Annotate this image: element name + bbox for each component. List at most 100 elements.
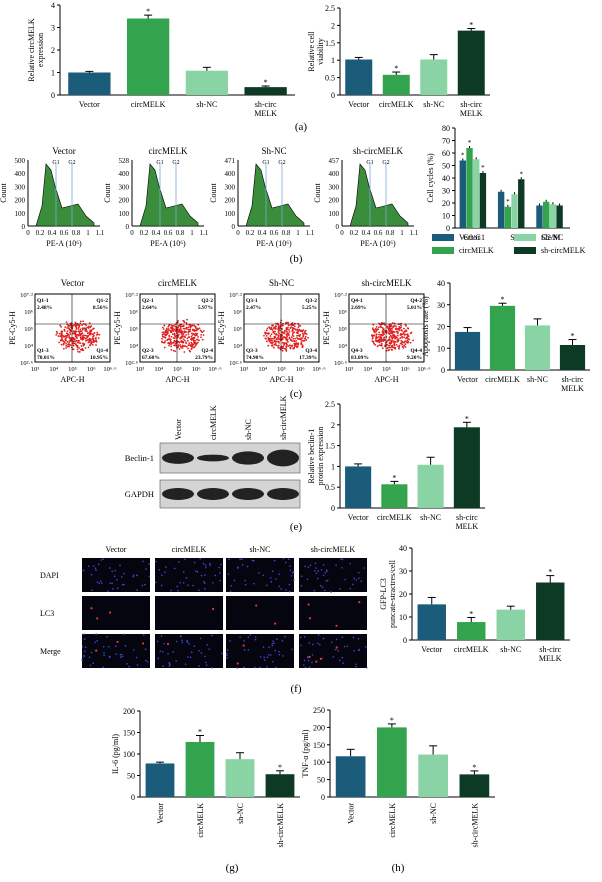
y-axis-label: Count (0, 182, 8, 202)
quadrant-value: 10.95% (90, 355, 108, 361)
scatter-dot (194, 343, 197, 345)
y-tick-label: 0.5 (325, 74, 335, 83)
legend-swatch (432, 234, 454, 241)
scatter-dot (163, 333, 166, 336)
fluor-nucleus (136, 589, 138, 591)
fluor-nucleus (186, 639, 188, 642)
scatter-dot (277, 345, 280, 347)
fluor-nucleus (319, 585, 322, 587)
scatter-dot (61, 339, 64, 342)
scatter-dot (287, 324, 290, 327)
scatter-dot (396, 334, 399, 337)
x-tick-label: 0 (340, 229, 344, 237)
scatter-dot (75, 328, 78, 330)
x-tick-label: S (510, 233, 514, 242)
scatter-dot (401, 329, 403, 332)
scatter-dot (194, 344, 197, 347)
fluor-nucleus (148, 563, 151, 566)
scatter-dot (276, 338, 279, 341)
scatter-dot (398, 344, 401, 347)
scatter-dot (80, 330, 82, 333)
scatter-dot (169, 340, 172, 343)
scatter-dot (80, 348, 82, 351)
scatter-dot (92, 335, 95, 338)
bar (489, 305, 516, 370)
scatter-dot (192, 346, 195, 349)
scatter-dot (299, 334, 302, 336)
bar (418, 754, 448, 797)
fluor-punctum (308, 655, 311, 659)
scatter-dot (182, 324, 185, 327)
western-blot: Vector circMELK sh-NC sh-circMELK Beclin-1 GA… (125, 395, 301, 509)
scatter-dot (288, 344, 291, 347)
y-tick-label: 200 (123, 707, 135, 716)
fluor-nucleus (316, 577, 319, 580)
scatter-dot (63, 336, 65, 338)
scatter-title: Sh-NC (269, 278, 294, 288)
y-tick-label: 1.5 (325, 442, 335, 451)
scatter-dot (278, 332, 281, 335)
scatter-dot (164, 340, 166, 343)
x-tick-label: Vector (79, 100, 100, 109)
fluor-nucleus (299, 636, 302, 639)
fluor-nucleus (325, 569, 328, 571)
scatter-dot (174, 340, 177, 343)
scatter-dot (82, 328, 84, 331)
scatter-dot (79, 336, 82, 339)
fluor-nucleus (324, 571, 327, 574)
fluor-nucleus (121, 583, 124, 586)
fluor-nucleus (272, 640, 274, 642)
y-axis-label-line: viability (316, 38, 325, 65)
x-tick-label: 1.1 (306, 229, 315, 237)
scatter-dot (301, 344, 304, 347)
significance-mark: * (146, 7, 150, 16)
y-tick-label: 10⁵ (129, 326, 138, 333)
scatter-dot (294, 337, 297, 340)
scatter-dot (55, 330, 58, 333)
legend-swatch (432, 247, 454, 254)
fluor-nucleus (124, 645, 127, 647)
scatter-dot (186, 318, 188, 321)
x-tick-label: circMELK (379, 100, 414, 109)
scatter-dot (185, 334, 188, 336)
quadrant-name: Q4-3 (351, 348, 363, 354)
scatter-dot (72, 348, 74, 351)
fluor-nucleus (170, 589, 172, 592)
fluor-nucleus (227, 573, 230, 575)
scatter-dot (301, 339, 304, 342)
y-axis-label-line: Relative circMELK (27, 18, 36, 82)
x-tick-label: 10⁴ (154, 366, 164, 373)
fluor-nucleus (167, 653, 169, 655)
scatter-dot (168, 335, 171, 338)
fluor-nucleus (204, 566, 207, 569)
scatter-dot (172, 330, 175, 332)
fluor-nucleus (178, 561, 180, 563)
y-tick-label: 40 (442, 174, 450, 183)
fluor-nucleus (335, 564, 337, 567)
scatter-dot (380, 343, 383, 345)
quadrant-value: 23.79% (195, 355, 213, 361)
scatter-dot (391, 322, 394, 324)
scatter-dot (397, 327, 399, 330)
scatter-dot (64, 334, 67, 337)
scatter-dot (77, 330, 80, 333)
fluor-nucleus (95, 633, 97, 635)
fluor-nucleus (219, 572, 221, 574)
x-tick-label: 10⁴ (258, 366, 268, 373)
scatter-dot (189, 326, 192, 329)
fluor-nucleus (143, 583, 146, 586)
fluor-nucleus (214, 574, 217, 577)
x-tick-label: 0.6 (60, 229, 69, 237)
fluor-nucleus (148, 575, 151, 578)
quadrant-name: Q3-4 (305, 348, 317, 354)
fluor-nucleus (219, 579, 221, 582)
panel-label-a: (a) (295, 121, 308, 133)
fluor-nucleus (96, 640, 98, 642)
fluor-image (226, 634, 294, 668)
fluor-nucleus (122, 633, 125, 636)
fluor-nucleus (205, 664, 208, 666)
x-tick-label: 10³ (31, 366, 40, 373)
fluor-nucleus (353, 649, 355, 652)
x-tick-label: sh-NC (527, 375, 548, 384)
fluor-punctum (242, 644, 245, 647)
